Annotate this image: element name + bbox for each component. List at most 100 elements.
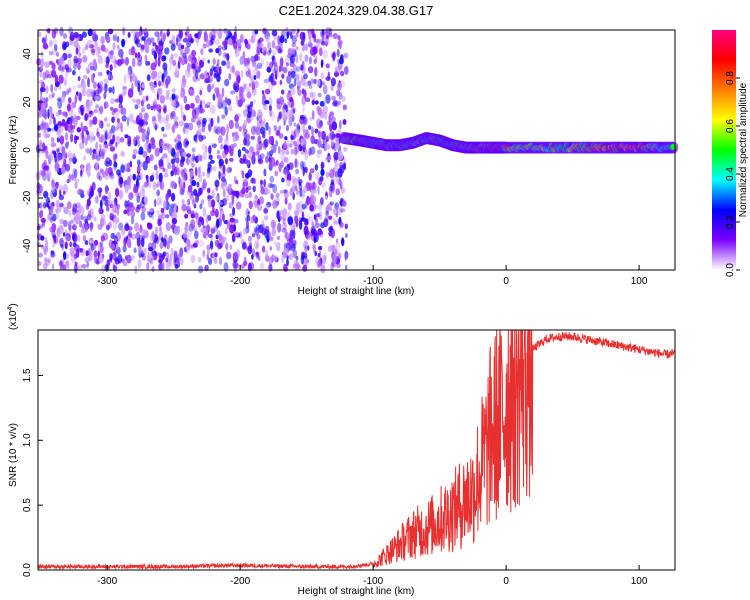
heatmap-cell: [196, 167, 201, 178]
heatmap-cell: [165, 192, 169, 202]
heatmap-cell: [183, 126, 186, 134]
heatmap-cell: [157, 71, 163, 78]
heatmap-cell: [264, 215, 268, 221]
heatmap-cell: [158, 51, 163, 56]
heatmap-cell: [198, 134, 204, 142]
heatmap-cell: [239, 56, 244, 66]
heatmap-cell: [83, 155, 86, 161]
heatmap-cell: [210, 226, 216, 235]
heatmap-cell: [193, 212, 199, 219]
heatmap-cell: [234, 114, 240, 122]
heatmap-cell: [226, 59, 231, 69]
heatmap-cell: [88, 99, 93, 106]
heatmap-cell: [325, 94, 331, 104]
heatmap-cell: [135, 98, 141, 105]
heatmap-cell: [294, 127, 300, 138]
heatmap-cell: [137, 139, 140, 147]
heatmap-cell: [166, 31, 170, 37]
heatmap-cell: [126, 254, 132, 264]
heatmap-cell: [224, 158, 229, 165]
heatmap-cell: [132, 57, 136, 68]
heatmap-cell: [202, 43, 207, 49]
heatmap-cell: [55, 183, 58, 190]
heatmap-cell: [191, 244, 194, 249]
heatmap-cell: [160, 180, 165, 191]
heatmap-cell: [125, 222, 129, 228]
heatmap-cell: [67, 53, 72, 59]
heatmap-cell: [111, 206, 115, 215]
heatmap-cell: [108, 87, 113, 93]
heatmap-cell: [263, 179, 266, 187]
heatmap-cell: [206, 171, 211, 179]
heatmap-cell: [106, 224, 110, 231]
heatmap-cell: [73, 134, 78, 145]
heatmap-cell: [94, 95, 101, 102]
heatmap-cell: [42, 71, 47, 81]
snr-y-ticks: 0.0 0.5 1.0 1.5: [22, 368, 43, 577]
heatmap-cell: [128, 230, 132, 237]
colorbar-label: Normalized spectral amplitude: [738, 82, 749, 217]
heatmap-cell: [173, 226, 178, 236]
heatmap-cell: [161, 210, 165, 220]
heatmap-cell: [54, 162, 60, 172]
heatmap-cell: [183, 95, 188, 104]
heatmap-cell: [146, 262, 150, 270]
heatmap-cell: [123, 74, 127, 84]
heatmap-cell: [179, 188, 184, 196]
heatmap-cell: [43, 165, 49, 171]
heatmap-cell: [338, 161, 344, 169]
heatmap-cell: [43, 190, 49, 198]
heatmap-cell: [212, 34, 216, 39]
heatmap-cell: [180, 257, 184, 266]
heatmap-cell: [257, 204, 262, 212]
heatmap-cell: [290, 148, 295, 155]
heatmap-cell: [53, 117, 56, 126]
heatmap-cell: [150, 37, 155, 44]
heatmap-cell: [79, 220, 82, 228]
heatmap-cell: [95, 141, 98, 151]
heatmap-cell: [198, 173, 203, 183]
heatmap-cell: [242, 242, 247, 250]
heatmap-cell: [157, 218, 162, 227]
heatmap-cell: [261, 45, 265, 53]
heatmap-cell: [191, 180, 197, 187]
heatmap-cell: [81, 264, 87, 269]
heatmap-cell: [87, 77, 90, 88]
heatmap-cell: [144, 142, 149, 150]
heatmap-cell: [277, 48, 283, 54]
heatmap-cell: [130, 216, 135, 225]
heatmap-cell: [218, 158, 224, 167]
heatmap-cell: [171, 211, 177, 221]
heatmap-cell: [84, 240, 89, 246]
heatmap-cell: [169, 254, 172, 265]
heatmap-cell: [157, 113, 162, 122]
heatmap-cell: [335, 140, 340, 150]
heatmap-cell: [112, 265, 118, 272]
heatmap-cell: [266, 188, 271, 195]
heatmap-cell: [195, 69, 199, 80]
heatmap-cell: [118, 94, 123, 105]
heatmap-cell: [247, 262, 252, 272]
heatmap-cell: [283, 141, 287, 149]
heatmap-cell: [103, 101, 107, 110]
heatmap-cell: [68, 158, 72, 167]
heatmap-cell: [189, 193, 193, 200]
heatmap-cell: [72, 224, 77, 231]
heatmap-cell: [158, 40, 163, 46]
heatmap-cell: [212, 206, 215, 214]
heatmap-cell: [279, 189, 285, 195]
heatmap-cell: [229, 224, 235, 234]
heatmap-cell: [180, 83, 185, 93]
heatmap-cell: [110, 200, 117, 208]
heatmap-cell: [165, 114, 170, 122]
heatmap-cell: [42, 262, 48, 270]
heatmap-cell: [192, 147, 196, 153]
heatmap-cell: [313, 78, 317, 85]
heatmap-cell: [84, 44, 89, 51]
heatmap-cell: [207, 195, 213, 200]
heatmap-cell: [231, 233, 236, 243]
heatmap-cell: [342, 162, 346, 170]
heatmap-cell: [308, 125, 312, 130]
heatmap-cell: [201, 57, 207, 62]
heatmap-cell: [105, 130, 108, 140]
